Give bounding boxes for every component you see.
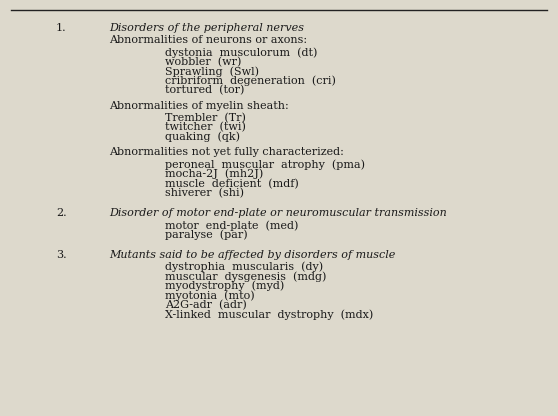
- Text: muscle  deficient  (mdf): muscle deficient (mdf): [165, 178, 299, 189]
- Text: myotonia  (mto): myotonia (mto): [165, 290, 254, 301]
- Text: 1.: 1.: [56, 23, 66, 33]
- Text: A2G-adr  (adr): A2G-adr (adr): [165, 300, 247, 310]
- Text: mocha-2J  (mh2J): mocha-2J (mh2J): [165, 169, 263, 179]
- Text: peroneal  muscular  atrophy  (pma): peroneal muscular atrophy (pma): [165, 159, 364, 170]
- Text: Disorders of the peripheral nerves: Disorders of the peripheral nerves: [109, 23, 304, 33]
- Text: myodystrophy  (myd): myodystrophy (myd): [165, 281, 284, 291]
- Text: quaking  (qk): quaking (qk): [165, 132, 239, 142]
- Text: 2.: 2.: [56, 208, 66, 218]
- Text: muscular  dysgenesis  (mdg): muscular dysgenesis (mdg): [165, 271, 326, 282]
- Text: Abnormalities not yet fully characterized:: Abnormalities not yet fully characterize…: [109, 147, 344, 157]
- Text: Disorder of motor end-plate or neuromuscular transmission: Disorder of motor end-plate or neuromusc…: [109, 208, 446, 218]
- Text: dystrophia  muscularis  (dy): dystrophia muscularis (dy): [165, 262, 323, 272]
- Text: X-linked  muscular  dystrophy  (mdx): X-linked muscular dystrophy (mdx): [165, 310, 373, 320]
- Text: shiverer  (shi): shiverer (shi): [165, 188, 244, 198]
- Text: Abnormalities of neurons or axons:: Abnormalities of neurons or axons:: [109, 35, 307, 45]
- Text: wobbler  (wr): wobbler (wr): [165, 57, 241, 67]
- Text: twitcher  (twi): twitcher (twi): [165, 122, 246, 133]
- Text: Mutants said to be affected by disorders of muscle: Mutants said to be affected by disorders…: [109, 250, 395, 260]
- Text: Trembler  (Tr): Trembler (Tr): [165, 113, 246, 123]
- Text: Sprawling  (Swl): Sprawling (Swl): [165, 66, 258, 77]
- Text: cribriform  degeneration  (cri): cribriform degeneration (cri): [165, 76, 335, 86]
- Text: 3.: 3.: [56, 250, 66, 260]
- Text: tortured  (tor): tortured (tor): [165, 85, 244, 96]
- Text: motor  end-plate  (med): motor end-plate (med): [165, 220, 298, 230]
- Text: paralyse  (par): paralyse (par): [165, 230, 247, 240]
- Text: dystonia  musculorum  (dt): dystonia musculorum (dt): [165, 47, 317, 57]
- Text: Abnormalities of myelin sheath:: Abnormalities of myelin sheath:: [109, 101, 288, 111]
